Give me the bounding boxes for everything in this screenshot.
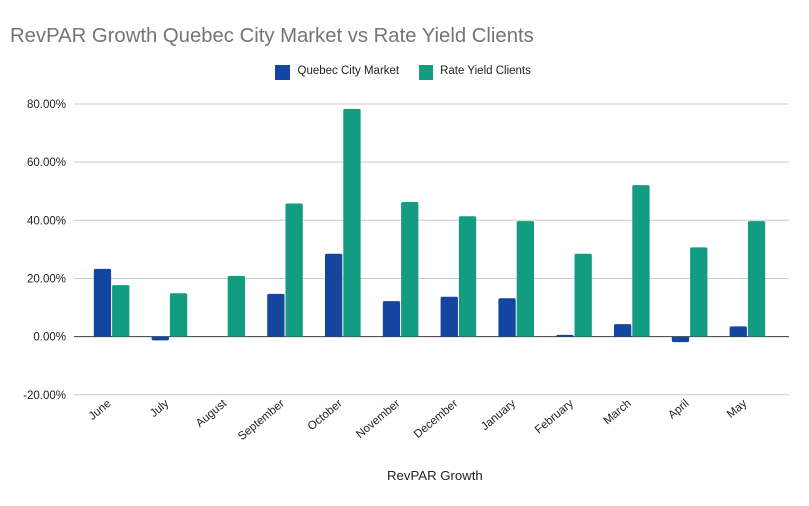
svg-text:-20.00%: -20.00%: [23, 390, 66, 402]
svg-text:40.00%: 40.00%: [27, 215, 66, 227]
svg-text:July: July: [148, 397, 172, 419]
svg-text:March: March: [602, 398, 634, 428]
svg-text:December: December: [412, 398, 460, 441]
svg-text:November: November: [354, 398, 402, 441]
svg-text:80.00%: 80.00%: [27, 99, 66, 111]
svg-text:February: February: [533, 397, 576, 436]
svg-text:January: January: [479, 397, 518, 433]
svg-text:September: September: [236, 398, 287, 443]
svg-text:October: October: [306, 398, 345, 434]
svg-text:April: April: [666, 398, 691, 422]
svg-text:20.00%: 20.00%: [27, 273, 66, 285]
svg-text:August: August: [194, 397, 230, 430]
svg-text:June: June: [87, 398, 114, 423]
svg-text:0.00%: 0.00%: [33, 332, 66, 344]
svg-text:May: May: [725, 397, 750, 420]
svg-text:60.00%: 60.00%: [27, 157, 66, 169]
